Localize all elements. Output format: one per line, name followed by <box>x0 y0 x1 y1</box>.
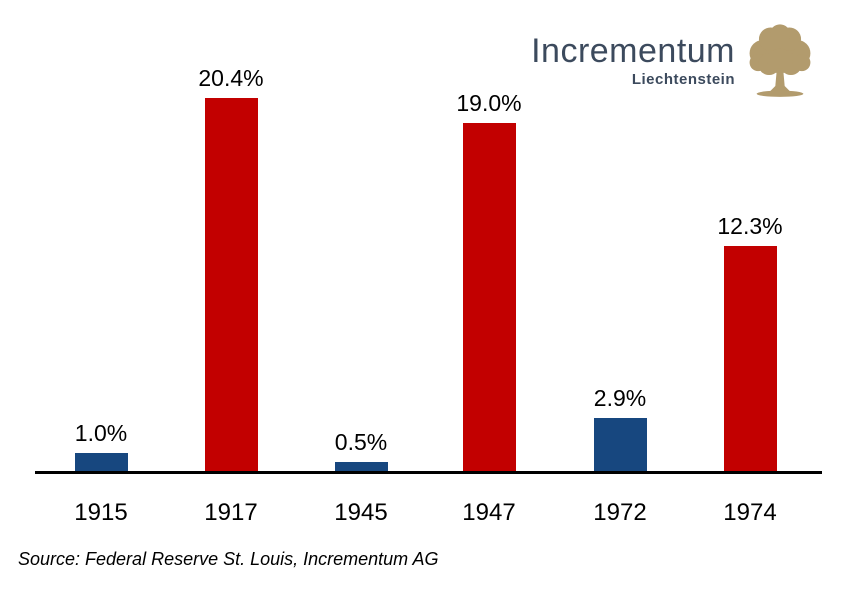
bar-1915 <box>74 453 128 471</box>
bar-value-label: 20.4% <box>198 65 264 91</box>
logo-text-block: Incrementum Liechtenstein <box>531 32 735 88</box>
x-tick-label: 1947 <box>462 499 516 526</box>
source-note: Source: Federal Reserve St. Louis, Incre… <box>18 549 439 569</box>
bar-1974 <box>723 246 777 471</box>
bar-value-label: 2.9% <box>593 385 647 411</box>
logo-name: Incrementum <box>531 32 735 71</box>
x-tick-label: 1972 <box>593 499 647 526</box>
bar-value-label: 12.3% <box>717 213 783 239</box>
bar-1917 <box>204 98 258 471</box>
incrementum-logo: Incrementum Liechtenstein <box>531 20 819 102</box>
logo-subtitle: Liechtenstein <box>631 70 735 88</box>
x-axis-line <box>35 471 822 474</box>
x-tick-label: 1974 <box>723 499 777 526</box>
x-tick-label: 1917 <box>204 499 258 526</box>
bar-1972 <box>593 418 647 471</box>
x-tick-label: 1915 <box>74 499 128 526</box>
bar-value-label: 0.5% <box>334 429 388 455</box>
bar-1945 <box>334 462 388 471</box>
bar-value-label: 19.0% <box>456 90 522 116</box>
x-tick-label: 1945 <box>334 499 388 526</box>
tree-icon <box>749 24 811 97</box>
bar-value-label: 1.0% <box>74 420 128 446</box>
bar-1947 <box>462 123 516 471</box>
